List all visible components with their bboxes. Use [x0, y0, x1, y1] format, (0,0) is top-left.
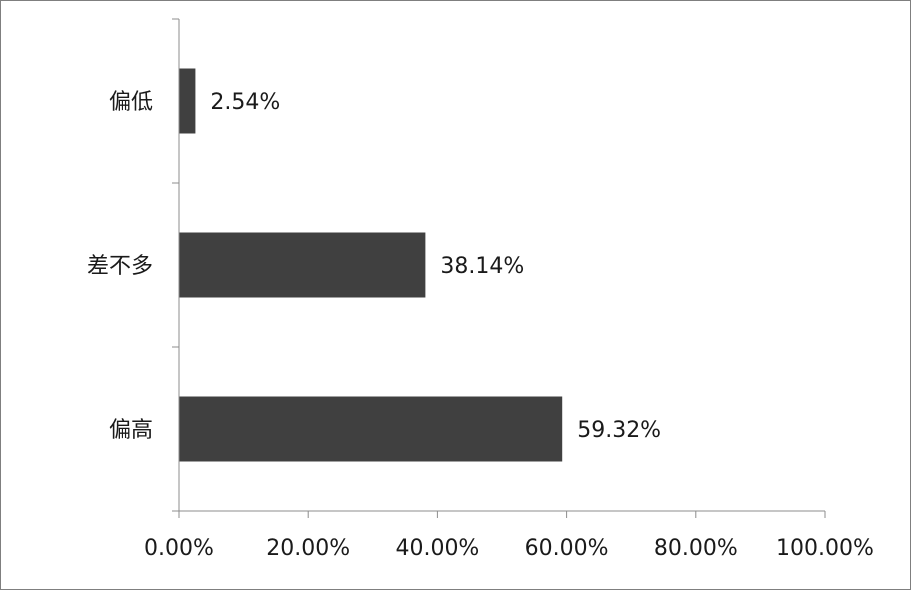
x-tick-label: 0.00%: [144, 536, 214, 561]
labels: 0.00% 20.00% 40.00% 60.00% 80.00% 100.00% 偏低 2.…: [87, 90, 874, 561]
bars: [179, 68, 563, 462]
bar: [179, 232, 426, 298]
bar: [179, 396, 563, 462]
x-tick-label: 20.00%: [266, 536, 350, 561]
category-label: 偏低: [109, 90, 153, 115]
x-tick-label: 80.00%: [654, 536, 738, 561]
tick-marks: [172, 18, 826, 518]
axes: [178, 19, 825, 512]
x-tick-label: 100.00%: [776, 536, 874, 561]
data-label: 59.32%: [577, 418, 661, 443]
bar: [179, 68, 196, 134]
data-label: 2.54%: [210, 90, 280, 115]
data-label: 38.14%: [440, 254, 524, 279]
x-tick-label: 60.00%: [525, 536, 609, 561]
category-label: 偏高: [109, 418, 153, 443]
x-tick-label: 40.00%: [395, 536, 479, 561]
category-label: 差不多: [87, 254, 153, 279]
